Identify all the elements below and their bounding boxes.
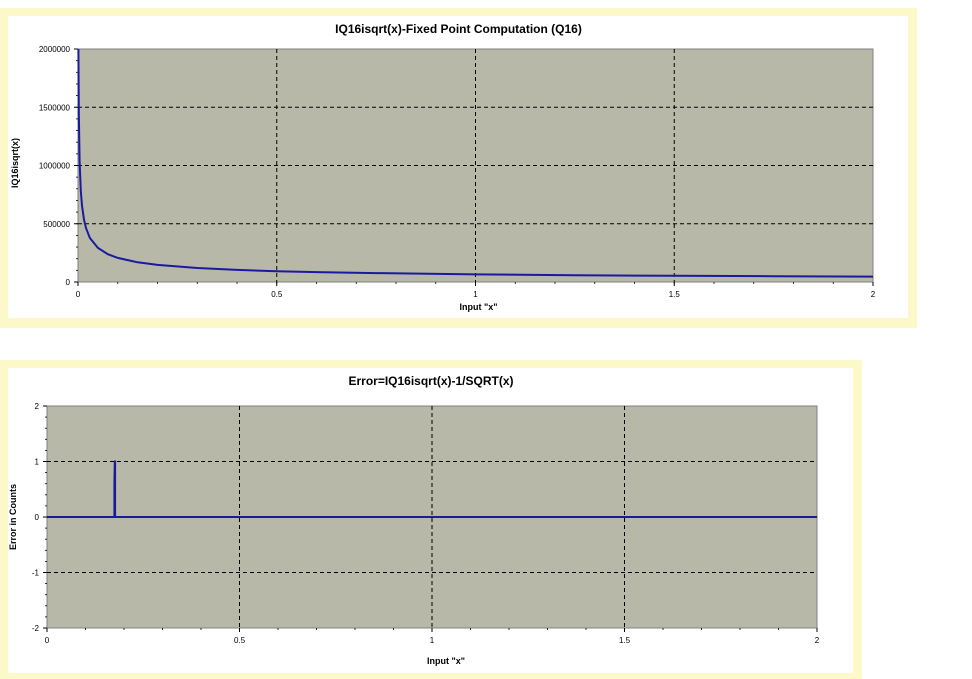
chart-1-y-tick-label: 1000000 bbox=[39, 162, 71, 171]
chart-1-series-line bbox=[77, 48, 874, 278]
chart-1-y-tick-label: 500000 bbox=[43, 220, 70, 229]
chart-1-panel: IQ16isqrt(x)-Fixed Point Computation (Q1… bbox=[0, 8, 917, 328]
chart-1-x-tick-label: 0 bbox=[76, 290, 81, 299]
chart-1-x-tick-label: 2 bbox=[871, 290, 876, 299]
chart-1-x-tick-label: 0.5 bbox=[271, 290, 283, 299]
chart-1-y-tick-label: 0 bbox=[66, 278, 71, 287]
chart-1-x-axis-label: Input "x" bbox=[459, 302, 498, 312]
chart-2-y-tick-label: 0 bbox=[35, 513, 40, 522]
chart-2-x-tick-label: 1.5 bbox=[619, 636, 631, 645]
chart-2-y-tick-label: -1 bbox=[32, 569, 40, 578]
chart-2-x-tick-label: 2 bbox=[815, 636, 820, 645]
chart-2-x-tick-label: 1 bbox=[430, 636, 435, 645]
chart-2-plot: 0 0.5 1 1.5 2 -2 -1 0 1 2 bbox=[32, 402, 820, 645]
chart-2-x-tick-label: 0.5 bbox=[234, 636, 246, 645]
chart-1-y-tick-label: 2000000 bbox=[39, 45, 71, 54]
chart-2-panel: Error=IQ16isqrt(x)-1/SQRT(x) Error in Co… bbox=[0, 360, 862, 679]
chart-1-y-tick-label: 1500000 bbox=[39, 103, 71, 112]
chart-1-x-tick-label: 1 bbox=[473, 290, 478, 299]
chart-1-title: IQ16isqrt(x)-Fixed Point Computation (Q1… bbox=[335, 22, 582, 36]
chart-1-x-tick-label: 1.5 bbox=[669, 290, 681, 299]
chart-2-series-line bbox=[47, 460, 817, 518]
chart-1-plot: 0 0.5 1 1.5 2 0 500000 1000000 1500000 2000000 bbox=[39, 45, 876, 299]
chart-2-y-tick-label: 1 bbox=[35, 458, 40, 467]
chart-2-x-axis-label: Input "x" bbox=[426, 656, 466, 666]
chart-2-x-tick-label: 0 bbox=[45, 636, 50, 645]
chart-2-title: Error=IQ16isqrt(x)-1/SQRT(x) bbox=[348, 374, 514, 388]
chart-2-y-tick-label: 2 bbox=[35, 402, 40, 411]
chart-2-y-tick-label: -2 bbox=[32, 624, 40, 633]
